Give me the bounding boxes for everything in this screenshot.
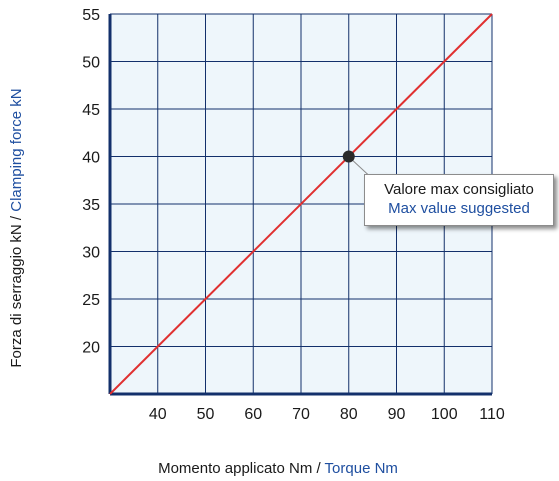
x-axis-label: Momento applicato Nm / Torque Nm (158, 460, 398, 477)
y-tick-label: 25 (82, 292, 100, 309)
callout-label-en: Max value suggested (388, 200, 530, 217)
y-tick-label: 35 (82, 197, 100, 214)
series-line (109, 13, 493, 395)
y-tick-label: 20 (82, 340, 100, 357)
x-tick-label: 100 (431, 406, 458, 423)
y-axis-label-it: Forza di serraggio kN / (8, 212, 25, 368)
x-tick-label: 110 (479, 406, 505, 423)
x-axis-label-en: Torque Nm (325, 460, 398, 477)
x-tick-label: 80 (340, 406, 358, 423)
x-tick-label: 40 (149, 406, 167, 423)
y-tick-labels: 20 25 30 35 40 45 50 55 (82, 7, 100, 357)
x-tick-label: 70 (292, 406, 310, 423)
x-tick-label: 90 (388, 406, 406, 423)
x-tick-label: 60 (244, 406, 262, 423)
y-tick-label: 50 (82, 55, 100, 72)
y-tick-label: 45 (82, 102, 100, 119)
y-axis-label-en: Clamping force kN (8, 88, 25, 211)
x-axis-label-it: Momento applicato Nm / (158, 460, 324, 477)
axes (108, 14, 492, 396)
callout-label-it: Valore max consigliato (384, 181, 534, 198)
y-tick-label: 40 (82, 150, 100, 167)
series (109, 13, 493, 395)
y-tick-label: 30 (82, 245, 100, 262)
x-tick-labels: 40 50 60 70 80 90 100 110 (149, 406, 505, 423)
y-tick-label: 55 (82, 7, 100, 24)
x-tick-label: 50 (197, 406, 215, 423)
max-value-callout: Valore max consigliato Max value suggest… (364, 174, 554, 226)
y-axis-label: Forza di serraggio kN / Clamping force k… (8, 88, 25, 367)
max-value-marker (342, 150, 355, 163)
grid (110, 13, 493, 394)
